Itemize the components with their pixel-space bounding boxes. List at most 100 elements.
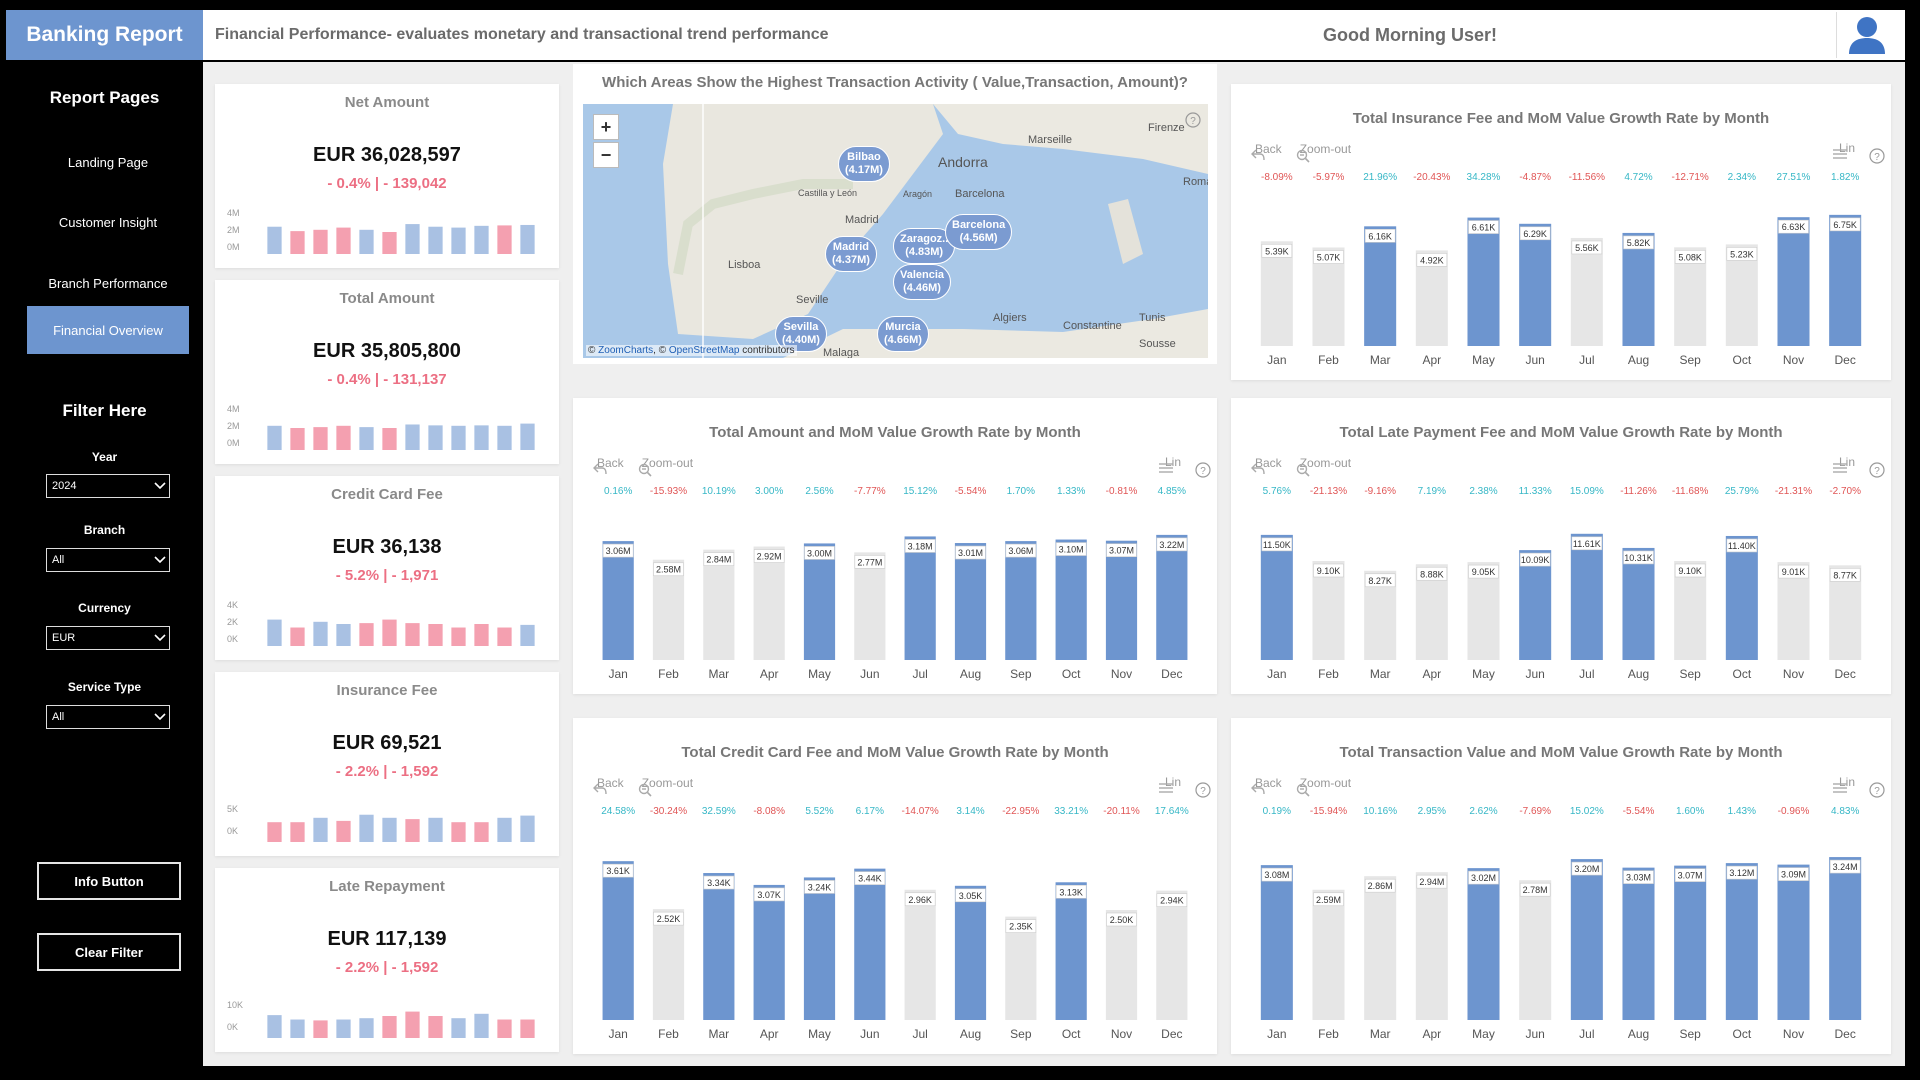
bar[interactable] xyxy=(753,884,785,1020)
bar[interactable] xyxy=(1725,863,1758,1020)
bar[interactable] xyxy=(1260,534,1293,660)
map-bubble-murcia[interactable]: Murcia (4.66M) xyxy=(877,316,929,352)
bar[interactable] xyxy=(1364,876,1397,1020)
bar[interactable] xyxy=(954,543,987,660)
bar[interactable] xyxy=(602,541,634,660)
map-view[interactable]: Andorra Marseille Firenze Roma Lisboa Ma… xyxy=(583,104,1208,358)
bar[interactable] xyxy=(1829,214,1862,346)
map-zoom-in-button[interactable]: + xyxy=(593,114,619,140)
clear-filter-button[interactable]: Clear Filter xyxy=(37,933,181,971)
bar[interactable] xyxy=(1415,872,1448,1020)
lin-scale-button[interactable]: Lin xyxy=(1164,455,1181,469)
bar[interactable] xyxy=(1674,560,1707,660)
bar[interactable] xyxy=(1674,247,1707,346)
bar[interactable] xyxy=(602,861,634,1020)
month-label: Dec xyxy=(1161,1027,1182,1041)
bar[interactable] xyxy=(1105,540,1138,660)
bar[interactable] xyxy=(1055,539,1087,660)
bar[interactable] xyxy=(1055,882,1087,1020)
back-button[interactable]: Back xyxy=(1255,142,1282,156)
nav-customer-insight[interactable]: Customer Insight xyxy=(58,214,158,230)
bar[interactable] xyxy=(1829,857,1862,1020)
bar[interactable] xyxy=(1312,247,1345,346)
bar[interactable] xyxy=(954,885,987,1020)
map-bubble-barcelona[interactable]: Barcelona (4.56M) xyxy=(945,214,1013,250)
bar[interactable] xyxy=(1519,550,1552,660)
map-bubble-madrid[interactable]: Madrid (4.37M) xyxy=(825,236,877,272)
bar[interactable] xyxy=(1467,217,1500,346)
bar[interactable] xyxy=(803,543,836,660)
zoom-out-button[interactable]: Zoom-out xyxy=(1299,776,1352,790)
map-bubble-valencia[interactable]: Valencia (4.46M) xyxy=(893,264,952,300)
nav-branch-performance[interactable]: Branch Performance xyxy=(48,275,168,291)
help-icon[interactable]: ? xyxy=(1185,112,1201,128)
bar[interactable] xyxy=(1622,867,1655,1020)
bar[interactable] xyxy=(1260,865,1293,1020)
currency-select[interactable]: EUR xyxy=(46,626,170,650)
zoomcharts-link[interactable]: ZoomCharts xyxy=(598,345,654,356)
bar[interactable] xyxy=(1674,865,1707,1020)
bar[interactable] xyxy=(854,552,886,660)
avatar[interactable] xyxy=(1836,12,1896,58)
bar[interactable] xyxy=(1005,916,1037,1020)
bar[interactable] xyxy=(1312,889,1345,1020)
bar[interactable] xyxy=(904,536,936,660)
bar[interactable] xyxy=(1570,237,1603,346)
bar[interactable] xyxy=(1312,560,1345,660)
bar[interactable] xyxy=(652,559,685,660)
bar[interactable] xyxy=(1777,562,1810,660)
map-bubble-sevilla[interactable]: Sevilla (4.40M) xyxy=(775,316,827,352)
bar[interactable] xyxy=(904,889,936,1020)
bar[interactable] xyxy=(1105,910,1138,1020)
year-select[interactable]: 2024 xyxy=(46,474,170,498)
bar[interactable] xyxy=(703,549,735,660)
nav-landing-page[interactable]: Landing Page xyxy=(67,154,149,170)
sparkline-bar xyxy=(474,425,489,450)
lin-scale-button[interactable]: Lin xyxy=(1838,141,1855,155)
openstreetmap-link[interactable]: OpenStreetMap xyxy=(668,345,740,356)
kpi-delta: - 2.2% | - 1,592 xyxy=(335,959,439,976)
back-button[interactable]: Back xyxy=(597,776,624,790)
lin-scale-button[interactable]: Lin xyxy=(1164,775,1181,789)
back-button[interactable]: Back xyxy=(597,456,624,470)
bar[interactable] xyxy=(1156,534,1188,660)
bar[interactable] xyxy=(753,546,785,660)
service-type-select[interactable]: All xyxy=(46,705,170,729)
bar[interactable] xyxy=(1622,232,1655,346)
bar[interactable] xyxy=(1519,880,1552,1020)
bar[interactable] xyxy=(1622,547,1655,660)
info-button[interactable]: Info Button xyxy=(37,862,181,900)
value-label: 3.05K xyxy=(959,891,983,901)
bar[interactable] xyxy=(1005,541,1037,660)
bar[interactable] xyxy=(1467,868,1500,1020)
bar[interactable] xyxy=(803,877,836,1020)
bar[interactable] xyxy=(703,873,735,1020)
sparkline-bar xyxy=(451,822,466,842)
bar[interactable] xyxy=(1364,226,1397,346)
bar[interactable] xyxy=(1467,562,1500,660)
bar[interactable] xyxy=(1156,890,1188,1020)
zoom-out-button[interactable]: Zoom-out xyxy=(1299,456,1352,470)
zoom-out-button[interactable]: Zoom-out xyxy=(641,776,694,790)
map-zoom-out-button[interactable]: − xyxy=(593,142,619,168)
bar[interactable] xyxy=(1570,533,1603,660)
bar[interactable] xyxy=(1777,217,1810,346)
bar[interactable] xyxy=(854,868,886,1020)
bar[interactable] xyxy=(1725,535,1758,660)
lin-scale-button[interactable]: Lin xyxy=(1838,775,1855,789)
nav-financial-overview[interactable]: Financial Overview xyxy=(27,306,189,354)
bar[interactable] xyxy=(1519,223,1552,346)
branch-select[interactable]: All xyxy=(46,548,170,572)
zoom-out-button[interactable]: Zoom-out xyxy=(641,456,694,470)
lin-scale-button[interactable]: Lin xyxy=(1838,455,1855,469)
back-button[interactable]: Back xyxy=(1255,456,1282,470)
back-button[interactable]: Back xyxy=(1255,776,1282,790)
kpi-title: Total Amount xyxy=(339,290,435,307)
map-bubble-bilbao[interactable]: Bilbao (4.17M) xyxy=(838,146,890,182)
bar[interactable] xyxy=(1260,241,1293,346)
bar[interactable] xyxy=(652,909,685,1020)
zoom-out-button[interactable]: Zoom-out xyxy=(1299,142,1352,156)
bar[interactable] xyxy=(1725,244,1758,346)
bar[interactable] xyxy=(1777,864,1810,1020)
bar[interactable] xyxy=(1570,859,1603,1020)
